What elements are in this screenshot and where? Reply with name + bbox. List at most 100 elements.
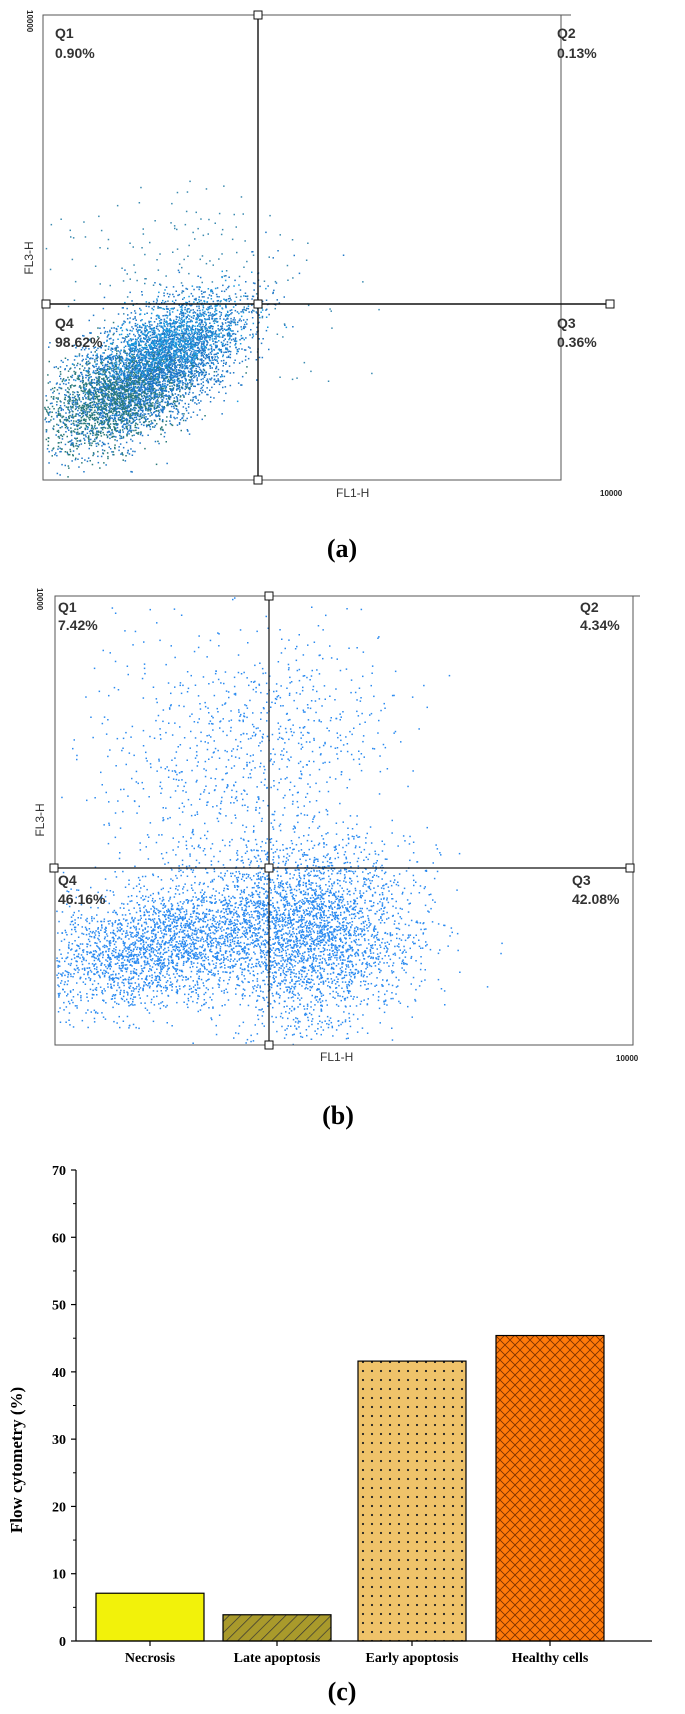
scatter-point [106, 336, 109, 338]
scatter-point [252, 309, 254, 312]
scatter-point [96, 430, 98, 433]
scatter-point [107, 442, 110, 445]
scatter-point [134, 382, 136, 385]
scatter-point [113, 423, 115, 425]
scatter-point [175, 339, 178, 341]
scatter-point [189, 381, 191, 384]
scatter-point [229, 372, 232, 374]
scatter-point [152, 355, 154, 358]
scatter-point [142, 380, 144, 382]
scatter-point [97, 412, 100, 414]
scatter-point [143, 363, 146, 365]
scatter-point [150, 348, 152, 350]
scatter-point [194, 402, 196, 404]
scatter-point [265, 329, 268, 332]
scatter-point [87, 435, 90, 437]
scatter-point [185, 331, 188, 333]
scatter-point [95, 437, 98, 440]
scatter-point [109, 385, 111, 387]
scatter-point [201, 337, 204, 339]
scatter-point [153, 411, 156, 413]
scatter-point [195, 318, 197, 321]
scatter-point [206, 344, 208, 346]
scatter-point [139, 402, 141, 404]
scatter-point [120, 358, 122, 360]
scatter-point [107, 360, 109, 363]
scatter-point [92, 396, 94, 398]
scatter-point [56, 401, 58, 403]
scatter-point [129, 401, 131, 404]
scatter-point [76, 448, 78, 450]
scatter-point [125, 417, 128, 420]
scatter-point [95, 432, 98, 434]
scatter-point [139, 389, 142, 392]
scatter-point [142, 400, 144, 402]
scatter-point [155, 342, 157, 344]
scatter-point [63, 398, 66, 400]
scatter-point [105, 417, 108, 419]
scatter-point [161, 369, 163, 372]
scatter-point [162, 383, 164, 385]
scatter-point [213, 353, 215, 356]
scatter-point [129, 317, 131, 319]
scatter-point [48, 450, 50, 453]
scatter-point [110, 432, 112, 434]
scatter-point [159, 283, 161, 285]
scatter-point [149, 404, 151, 407]
scatter-point [132, 421, 134, 423]
scatter-point [152, 389, 155, 392]
scatter-point [144, 376, 147, 378]
scatter-point [153, 339, 156, 341]
scatter-point [140, 373, 142, 375]
scatter-point [158, 409, 160, 412]
scatter-point [203, 353, 206, 355]
scatter-point [167, 348, 169, 351]
scatter-point [210, 346, 213, 348]
scatter-point [178, 423, 181, 425]
scatter-point [215, 370, 218, 373]
scatter-point [92, 314, 95, 317]
scatter-point [250, 351, 252, 353]
scatter-point [168, 342, 170, 345]
scatter-point [120, 435, 122, 438]
scatter-point [145, 416, 147, 418]
scatter-point [90, 351, 92, 353]
scatter-point [96, 383, 99, 385]
scatter-point [205, 339, 207, 342]
scatter-point [116, 382, 119, 385]
scatter-point [134, 419, 136, 422]
scatter-point [126, 365, 128, 368]
scatter-point [97, 367, 99, 370]
scatter-point [140, 388, 142, 390]
scatter-point [100, 455, 103, 458]
scatter-point [153, 408, 156, 410]
scatter-point [110, 399, 112, 401]
scatter-point [103, 442, 105, 445]
scatter-point [158, 358, 161, 361]
scatter-point [100, 388, 102, 390]
scatter-point [130, 396, 133, 399]
scatter-point [86, 354, 88, 357]
scatter-point [139, 421, 141, 423]
scatter-point [163, 339, 165, 342]
scatter-point [147, 382, 149, 384]
scatter-point [160, 326, 162, 328]
scatter-point [173, 383, 175, 386]
scatter-point [144, 389, 146, 392]
scatter-point [211, 317, 214, 320]
scatter-point [135, 377, 138, 379]
scatter-point [195, 327, 197, 330]
scatter-point [91, 392, 93, 394]
scatter-point [215, 293, 218, 296]
scatter-point [178, 349, 180, 351]
scatter-point [193, 370, 196, 372]
scatter-point [56, 472, 59, 475]
scatter-point [78, 440, 80, 442]
scatter-point [115, 410, 117, 412]
scatter-point [100, 354, 102, 357]
scatter-point [119, 429, 121, 431]
scatter-point [139, 353, 141, 356]
scatter-point [204, 374, 206, 376]
scatter-point [114, 363, 117, 366]
scatter-point [75, 415, 77, 417]
